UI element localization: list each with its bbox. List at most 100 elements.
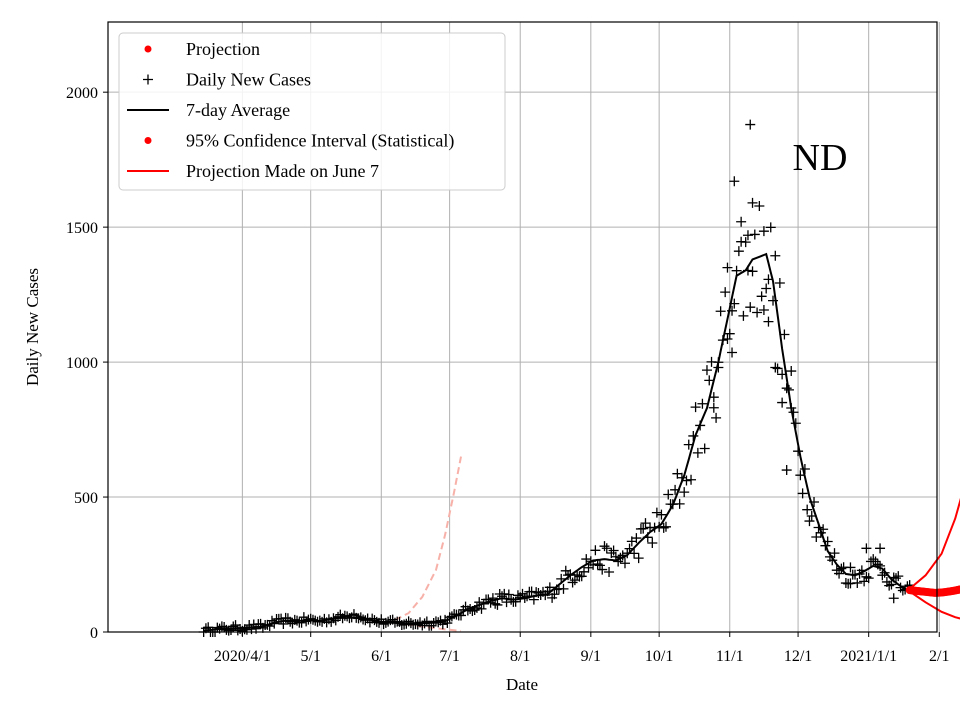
case-point [829,548,840,559]
case-point [758,304,769,315]
case-point [604,567,615,578]
case-point [629,548,640,559]
case-point [740,237,751,248]
case-point [503,589,514,600]
case-point [544,582,555,593]
legend-label: Daily New Cases [186,70,311,90]
legend: Projection Daily New Cases 7-day Average 95… [118,32,506,191]
case-point [742,230,753,241]
case-point [533,587,544,598]
case-point [421,616,432,627]
case-point [594,560,605,571]
case-point [567,577,578,588]
case-point [690,402,701,413]
case-point [378,619,389,630]
case-point [476,603,487,614]
average-series [203,252,911,632]
case-point [749,229,760,240]
case-point [597,564,608,575]
x-tick-label: 2/1 [929,648,949,665]
case-point [772,363,783,374]
x-tick-label: 7/1 [439,648,459,665]
y-axis: 0 500 1000 1500 2000 [66,85,108,642]
case-point [697,398,708,409]
case-point [499,588,510,599]
case-point [720,287,731,298]
case-point [608,545,619,556]
case-point [576,571,587,582]
case-point [845,562,856,573]
legend-label: 95% Confidence Interval (Statistical) [186,131,454,152]
case-point [891,573,902,584]
case-point [517,588,528,599]
x-tick-label: 2020/4/1 [214,648,271,665]
case-point [804,516,815,527]
legend-dot-marker [144,137,152,144]
case-point [752,307,763,318]
case-point [619,558,630,569]
case-point [802,504,813,515]
case-point [868,554,879,565]
x-axis: 2020/4/1 5/1 6/1 7/1 8/1 9/1 10/1 11/1 12/1 2021/… [214,632,950,665]
case-point [711,412,722,423]
case-point [492,599,503,610]
case-point [640,518,651,529]
ci-lower-line [909,590,960,620]
case-point [704,375,715,386]
plot-frame [107,21,938,633]
y-axis-label: Daily New Cases [23,268,42,386]
case-point [745,302,756,313]
case-point [715,306,726,317]
case-point [686,474,697,485]
case-point [733,246,744,257]
case-point [412,619,423,630]
legend-box [118,32,506,191]
legend-label: Projection Made on June 7 [186,161,379,181]
case-point [786,366,797,377]
case-point [647,537,658,548]
legend-label: 7-day Average [186,100,290,120]
case-point [863,573,874,584]
case-point [679,487,690,498]
case-point [581,554,592,565]
case-point [888,593,899,604]
case-point [781,383,792,394]
case-point [845,578,856,589]
case-point [692,447,703,458]
x-tick-label: 8/1 [510,648,530,665]
x-tick-label: 6/1 [371,648,391,665]
case-point [663,489,674,500]
case-point [861,543,872,554]
x-tick-label: 11/1 [716,648,744,665]
case-point [656,509,667,520]
x-tick-label: 9/1 [581,648,601,665]
case-point [578,566,589,577]
case-point [754,201,765,212]
average-line [203,252,911,632]
y-tick-label: 0 [90,625,98,642]
case-point [774,278,785,289]
case-point [799,463,810,474]
y-tick-label: 2000 [66,85,98,102]
case-point [738,310,749,321]
case-point [727,347,738,358]
case-point [834,568,845,579]
case-point [549,589,560,600]
case-point [729,176,740,187]
case-point [875,543,886,554]
june7-upper-line [394,456,462,621]
legend-dot-marker [144,45,152,53]
case-point [601,543,612,554]
case-point [497,591,508,602]
case-point [708,402,719,413]
case-point [487,593,498,604]
case-point [811,531,822,542]
case-point [651,507,662,518]
case-point [633,553,644,564]
case-point [747,197,758,208]
case-point [353,613,364,624]
x-tick-label: 5/1 [300,648,320,665]
x-tick-label: 2021/1/1 [840,648,897,665]
case-point [724,328,735,339]
case-point [688,430,699,441]
